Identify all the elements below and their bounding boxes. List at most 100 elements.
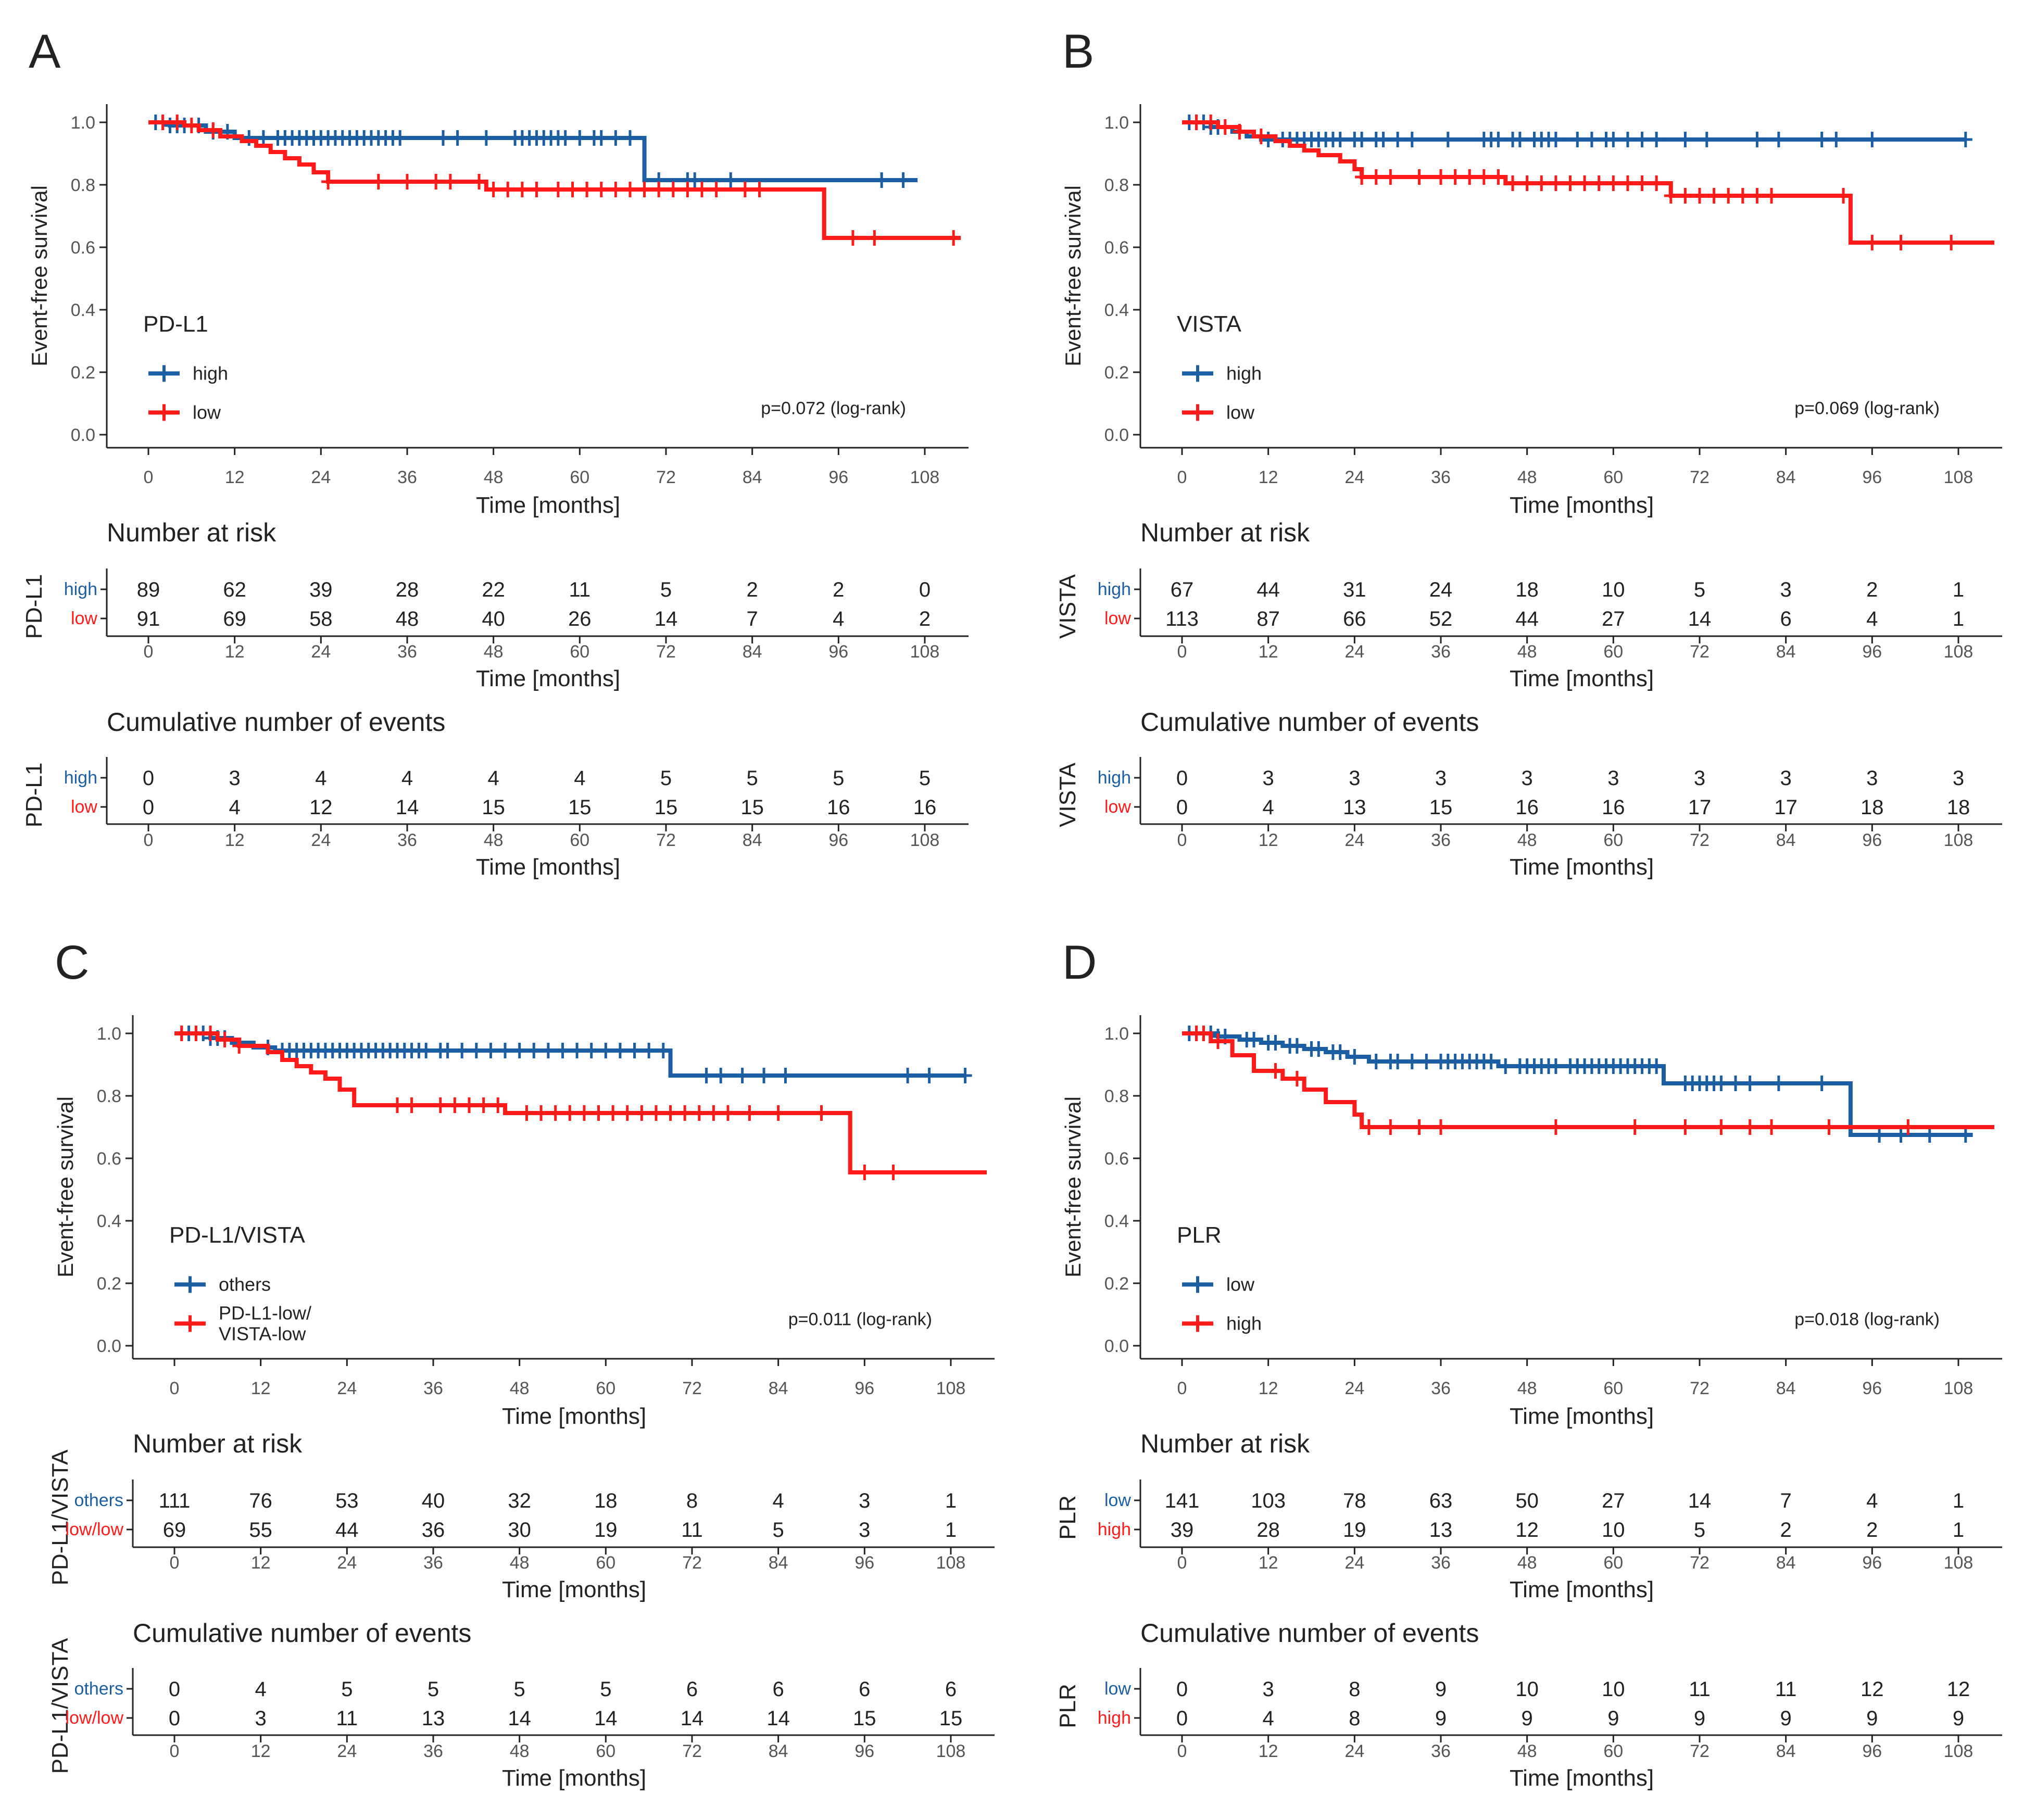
x-tick-label: 108	[1944, 1741, 1974, 1761]
table-cell: 28	[396, 578, 419, 601]
censor-mark	[846, 230, 860, 246]
censor-mark	[1714, 1119, 1728, 1135]
table-cell: 58	[309, 608, 333, 630]
table-cell: 9	[1953, 1707, 1964, 1730]
table-cell: 141	[1165, 1489, 1200, 1512]
censor-mark	[174, 1026, 188, 1041]
x-tick-label: 60	[1603, 1379, 1623, 1398]
censor-mark	[184, 118, 198, 133]
censor-mark	[1958, 132, 1972, 147]
table-cell: 2	[1780, 1519, 1792, 1541]
table-cell: 1	[1953, 578, 1964, 601]
y-axis-label: Event-free survival	[53, 1096, 78, 1278]
table-cell: 63	[1429, 1489, 1453, 1512]
x-tick-label: 24	[1344, 642, 1364, 662]
table-cell: 7	[1780, 1489, 1792, 1512]
table-title: Cumulative number of events	[1140, 707, 1479, 737]
y-tick-label: 0.8	[1104, 175, 1129, 195]
x-tick-label: 84	[769, 1379, 788, 1398]
censor-mark	[472, 174, 486, 189]
censor-mark	[1650, 132, 1664, 147]
table-title: Number at risk	[133, 1429, 303, 1458]
table-cell: 53	[335, 1489, 359, 1512]
censor-mark	[1268, 1063, 1283, 1079]
x-tick-label: 12	[225, 467, 245, 487]
table-cell: 9	[1435, 1678, 1447, 1701]
x-tick-label: 0	[1177, 1741, 1187, 1761]
x-tick-label: 84	[1776, 642, 1796, 662]
table-cell: 13	[1429, 1519, 1453, 1541]
censor-mark	[1384, 1119, 1398, 1135]
censor-mark	[462, 1097, 476, 1113]
table-row-label: high	[1098, 768, 1131, 788]
table-cell: 9	[1435, 1707, 1447, 1730]
censor-mark	[1922, 1127, 1937, 1143]
x-tick-label: 96	[1862, 1379, 1882, 1398]
censor-mark	[771, 1105, 785, 1121]
y-tick-label: 0.8	[1104, 1086, 1129, 1106]
x-tick-label: 96	[828, 467, 848, 487]
censor-mark	[512, 1043, 526, 1058]
x-tick-label: 0	[170, 1741, 180, 1761]
censor-mark	[1901, 1119, 1915, 1135]
table-cell: 4	[833, 608, 844, 630]
x-tick-label: 72	[682, 1741, 702, 1761]
x-tick-label: 36	[423, 1741, 443, 1761]
x-tick-label: 24	[1344, 1553, 1364, 1573]
panel-b: B 0.0 0.2 0.4 0.6 0.8 1.0 Event-free survival 0 1…	[1055, 25, 2002, 880]
censor-mark	[688, 172, 702, 188]
censor-mark	[1822, 1119, 1836, 1135]
table-cell: 0	[169, 1707, 180, 1730]
censor-mark	[757, 1068, 771, 1083]
table-cell: 3	[1435, 767, 1447, 790]
x-tick-label: 72	[682, 1553, 702, 1573]
x-tick-label: 36	[397, 642, 417, 662]
table-cell: 2	[919, 608, 931, 630]
table-cell: 18	[594, 1489, 618, 1512]
p-value: p=0.011 (log-rank)	[788, 1309, 932, 1329]
table-cell: 10	[1515, 1678, 1539, 1701]
table-row-label: low	[1104, 797, 1131, 817]
table-cell: 1	[1953, 1489, 1964, 1512]
x-axis-label: Time [months]	[476, 492, 620, 518]
x-tick-label: 24	[337, 1553, 357, 1573]
table-cell: 15	[939, 1707, 963, 1730]
survival-curve-blue	[1182, 1031, 1973, 1137]
censor-mark	[609, 182, 623, 197]
table-cell: 5	[660, 767, 672, 790]
censor-mark	[594, 130, 608, 146]
censor-mark	[534, 1105, 548, 1121]
censor-mark	[1247, 1032, 1261, 1047]
y-tick-label: 0.6	[71, 238, 95, 258]
table-row-label: others	[74, 1490, 124, 1510]
table-row-label: high	[64, 579, 97, 599]
table-cell: 103	[1251, 1489, 1286, 1512]
x-tick-label: 0	[1177, 467, 1187, 487]
table-cell: 39	[309, 578, 333, 601]
y-tick-label: 1.0	[71, 113, 95, 133]
table-cell: 14	[508, 1707, 531, 1730]
table-cell: 27	[1602, 608, 1625, 630]
y-tick-label: 1.0	[1104, 1024, 1129, 1044]
legend-label: others	[219, 1273, 271, 1295]
censor-mark	[1664, 188, 1678, 204]
x-tick-label: 60	[570, 642, 589, 662]
table-cell: 28	[1256, 1519, 1280, 1541]
censor-mark	[1729, 1076, 1743, 1091]
table-cell: 11	[1689, 1678, 1711, 1701]
censor-mark	[1268, 1035, 1283, 1051]
censor-mark	[656, 1043, 670, 1058]
table-group-label: PLR	[1055, 1684, 1080, 1728]
censor-mark	[1254, 129, 1268, 144]
censor-mark	[1620, 175, 1635, 191]
table-cell: 0	[143, 796, 154, 819]
censor-mark	[551, 182, 565, 197]
p-value: p=0.018 (log-rank)	[1794, 1309, 1940, 1329]
table-row-label: low	[71, 609, 97, 628]
table-cell: 11	[336, 1707, 358, 1730]
table-cell: 2	[1866, 1519, 1878, 1541]
x-tick-label: 108	[1944, 1553, 1974, 1573]
censor-mark	[1650, 175, 1664, 191]
censor-mark	[778, 1068, 793, 1083]
table-title: Number at risk	[107, 518, 277, 547]
